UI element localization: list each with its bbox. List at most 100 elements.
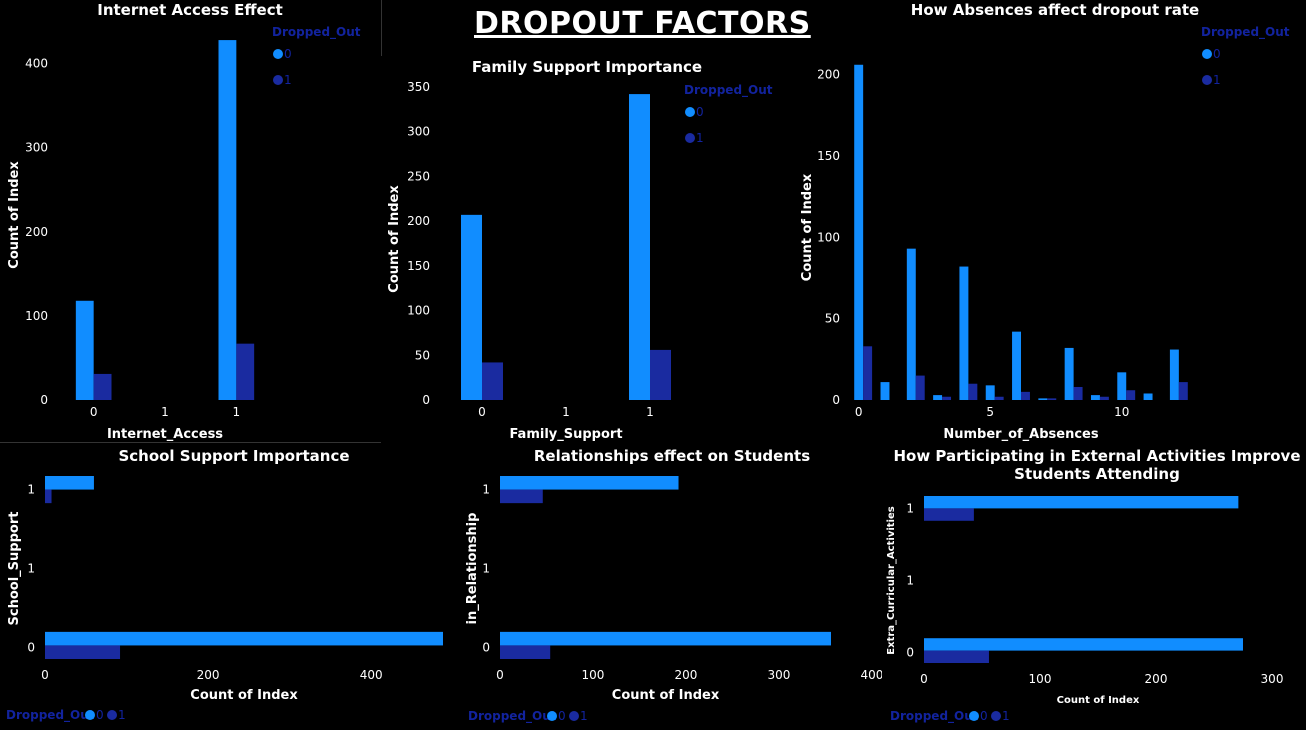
x-tick-label: 0 [920,672,928,686]
bar-series-1 [500,645,551,659]
chart-absences-svg: How Absences affect dropout rate05010015… [800,1,1290,442]
chart-absences[interactable]: How Absences affect dropout rate 0 50 100 15… [795,0,1306,442]
y-tick-label: 0 [40,393,48,407]
chart-school-support[interactable]: School Support Importance 1 1 0 0 200 400 Count… [0,443,460,726]
y-tick-label: 1 [482,562,490,576]
y-tick-label: 200 [25,225,48,239]
legend-marker [273,75,283,85]
bar-series-0 [1090,395,1100,400]
bar-series-0 [500,631,831,646]
y-tick-label: 1 [27,483,35,497]
chart-extra-svg: How Participating in External Activities… [886,447,1301,724]
legend-title: Dropped_Out [468,709,557,724]
chart-family-support[interactable]: Family Support Importance 0 50 100 150 200 250… [382,56,792,442]
bar-series-1 [994,396,1004,400]
legend-label: 0 [96,708,104,722]
y-axis-label: Extra_Curricular_Activities [886,506,897,654]
x-axis-label: Count of Index [190,688,298,703]
legend-label: 0 [980,709,988,723]
chart-title-line: Students Attending [1014,465,1180,483]
chart-title: Family Support Importance [472,58,702,76]
legend-marker [85,710,95,720]
y-tick-label: 300 [25,141,48,155]
y-tick-label: 400 [25,57,48,71]
x-tick-label: 100 [1029,672,1052,686]
y-axis-label: Count of Index [387,185,402,293]
bar-series-1 [1021,391,1030,400]
x-tick-label: 0 [478,405,486,419]
bar-series-0 [1143,393,1153,400]
bar-series-0 [985,385,995,400]
chart-title: Internet Access Effect [97,1,283,19]
bar-series-1 [863,346,873,400]
y-tick-label: 0 [482,640,490,654]
bar-series-1 [45,489,52,504]
x-tick-label: 1 [233,405,241,419]
legend-marker [1202,75,1212,85]
legend-marker [685,133,695,143]
y-tick-label: 300 [407,125,430,139]
x-axis-label: Number_of_Absences [943,427,1099,442]
y-tick-label: 1 [482,483,490,497]
bar-series-0 [1064,347,1074,400]
y-tick-label: 1 [906,501,914,515]
x-tick-label: 1 [646,405,654,419]
y-axis-label: in_Relationship [465,513,480,625]
bar-series-0 [629,94,650,400]
bar-series-1 [93,373,112,400]
x-axis-label: Family_Support [509,427,622,442]
bar-series-1 [942,396,952,400]
chart-extra-curricular[interactable]: How Participating in External Activities… [882,443,1306,726]
x-axis-label: Count of Index [1057,695,1140,706]
bar-series-1 [45,645,121,659]
bar-series-1 [482,362,503,400]
chart-internet-svg: Internet Access Effect 0 1 0 0 200 300 400 Count… [7,1,361,442]
page-title: DROPOUT FACTORS [474,6,811,41]
chart-title-line: School Support Importance [118,447,349,465]
bar-series-0 [880,382,890,400]
chart-relationships[interactable]: Relationships effect on Students 1 1 0 0 100 2… [462,443,883,726]
x-tick-label: 200 [675,668,698,682]
legend-label: 1 [118,708,126,722]
y-tick-label: 0 [832,393,840,407]
x-tick-label: 10 [1114,405,1129,419]
legend-marker [273,49,283,59]
chart-internet-access[interactable]: Internet Access Effect 0 1 0 0 200 300 400 Count… [0,0,380,442]
legend-title: Dropped_Out [1201,25,1290,40]
y-tick-label: 100 [817,230,840,244]
bar-series-1 [1073,386,1083,400]
bar-series-0 [933,395,943,400]
legend-label: 0 [1213,47,1221,61]
legend-title: Dropped_Out [684,83,773,98]
legend-marker [107,710,117,720]
legend-title: Dropped_Out [272,25,361,40]
y-tick-label: 50 [825,312,840,326]
x-tick-label: 0 [41,668,49,682]
panel-divider-top-left-right [381,0,382,56]
x-tick-label: 1 [161,405,169,419]
legend-label: 0 [284,47,292,61]
bar-series-1 [500,489,543,504]
x-tick-label: 400 [860,668,882,682]
bar-series-0 [45,631,443,646]
bar-series-1 [1126,390,1136,400]
bar-series-0 [45,476,94,490]
x-tick-label: 0 [496,668,504,682]
y-axis-label: School_Support [7,512,22,626]
bar-series-1 [924,650,989,663]
legend-marker [569,711,579,721]
x-tick-label: 0 [855,405,863,419]
bar-series-0 [854,64,864,400]
bar-series-0 [959,266,969,400]
legend-label: 1 [1213,73,1221,87]
legend-title: Dropped_Out [6,708,95,723]
y-tick-label: 1 [27,562,35,576]
legend-marker [1202,49,1212,59]
y-axis-label: Count of Index [7,161,22,269]
chart-family-svg: Family Support Importance050100150200250… [387,58,773,442]
x-tick-label: 0 [90,405,98,419]
bar-series-0 [924,638,1243,651]
legend-marker [969,711,979,721]
legend-marker [685,107,695,117]
